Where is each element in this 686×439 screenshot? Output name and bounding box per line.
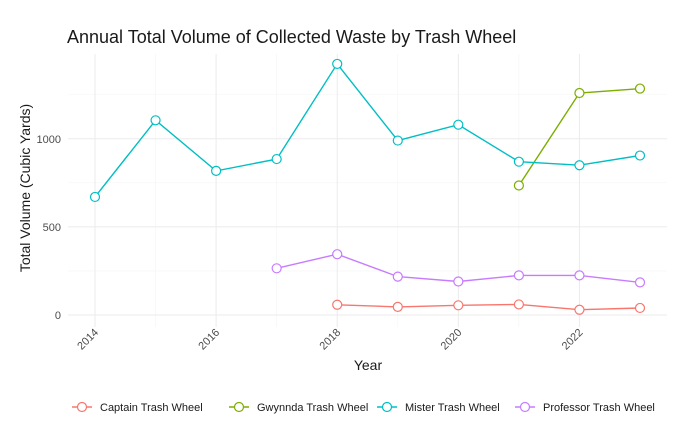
legend-key-marker [233,401,245,413]
data-point [392,135,403,146]
chart-title: Annual Total Volume of Collected Waste b… [67,27,516,47]
data-point [513,180,524,191]
data-point [574,304,585,315]
data-point [453,119,464,130]
x-tick-label: 2014 [75,327,101,353]
data-point [634,302,646,314]
data-point [392,301,403,312]
y-tick-label: 0 [55,310,61,322]
data-point [332,58,343,70]
data-point [211,165,222,176]
data-point [271,153,282,165]
data-point [634,83,646,94]
data-point [453,276,464,287]
data-point [634,277,646,288]
legend-label: Professor Trash Wheel [543,402,655,414]
series-points [89,58,646,315]
data-point [513,156,524,167]
legend-label: Gwynnda Trash Wheel [257,402,368,414]
x-axis-title: Year [354,357,383,373]
data-point [634,150,646,161]
series-line [94,62,641,198]
data-point [150,115,161,126]
y-tick-label: 1000 [37,134,61,146]
x-tick-label: 2018 [318,327,344,353]
data-point [574,270,585,281]
y-axis-ticks: 0 500 1000 [37,134,61,322]
legend: Captain Trash Wheel Gwynnda Trash Wheel Mi… [72,401,655,414]
data-point [453,300,464,311]
data-point [574,160,585,171]
x-axis-ticks: 2014 2016 2018 2020 2022 [75,327,585,353]
grid [68,54,667,327]
legend-label: Captain Trash Wheel [100,402,203,414]
y-axis-title: Total Volume (Cubic Yards) [17,104,33,272]
data-point [271,263,282,274]
legend-key-marker [381,401,393,413]
legend-key-marker [519,401,531,413]
series-line [337,303,641,311]
legend-label: Mister Trash Wheel [405,402,500,414]
data-point [332,299,343,310]
x-tick-label: 2016 [196,327,222,353]
data-point [513,270,524,281]
data-point [392,271,403,282]
data-point [89,191,101,203]
x-tick-label: 2022 [560,327,586,353]
data-point [332,249,343,260]
data-point [513,299,524,310]
x-tick-label: 2020 [439,327,465,353]
legend-key-marker [76,401,88,413]
series-lines [94,62,641,311]
data-point [574,87,585,99]
y-tick-label: 500 [43,222,61,234]
